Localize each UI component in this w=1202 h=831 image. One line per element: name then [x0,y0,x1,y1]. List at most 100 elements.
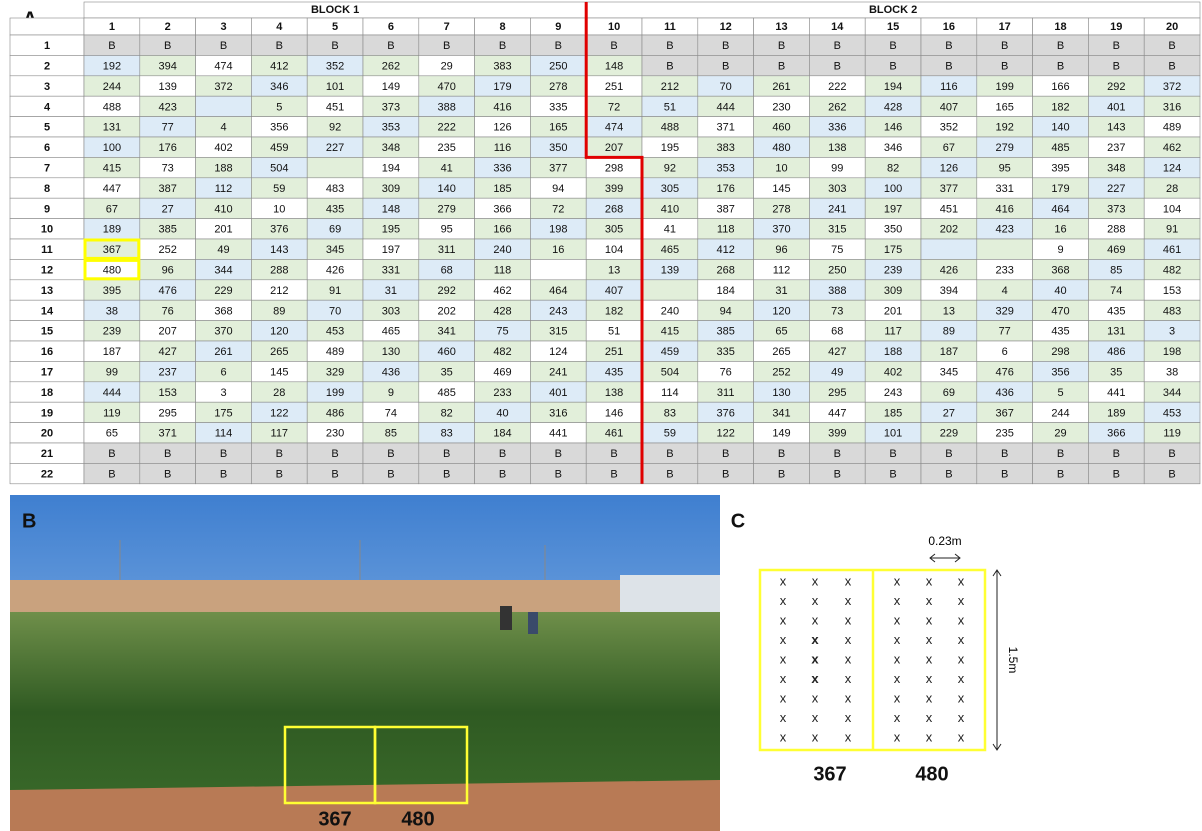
plant-mark: x [958,632,965,647]
cell-value: 353 [717,163,735,175]
cell-value: 3 [1169,326,1175,338]
cell-value: 185 [884,407,902,419]
cell-value: B [889,61,896,73]
cell-value: 10 [273,203,285,215]
cell-value: 470 [438,81,456,93]
cell-value: 4 [220,122,226,134]
cell-value: 444 [103,387,121,399]
cell-value: 394 [940,285,958,297]
cell-value: 29 [1054,428,1066,440]
cell-value: 279 [996,142,1014,154]
cell-value: 444 [717,101,735,113]
row-header: 11 [41,244,53,256]
cell-value: 16 [1054,224,1066,236]
cell-value: 68 [831,326,843,338]
column-header: 18 [1054,21,1066,33]
cell-value: 149 [382,81,400,93]
cell-value: 179 [1051,183,1069,195]
cell-value: 486 [326,407,344,419]
plant-mark: x [894,710,901,725]
cell-value: 5 [276,101,282,113]
cell-value: B [889,448,896,460]
row-header: 2 [44,61,50,73]
cell-value: 504 [270,163,288,175]
cell-value: 59 [273,183,285,195]
cell-value: 175 [214,407,232,419]
cell-value: 68 [441,265,453,277]
plant-mark: x [812,690,819,705]
cell-value: 235 [438,142,456,154]
plant-mark: x [894,632,901,647]
cell-value: B [666,448,673,460]
cell-value: 243 [884,387,902,399]
table-cell [306,157,364,179]
cell-value: B [1168,448,1175,460]
cell-value: 69 [329,224,341,236]
cell-value: 385 [717,326,735,338]
row-header: 17 [41,367,53,379]
cell-value: B [555,40,562,52]
cell-value: 31 [385,285,397,297]
plant-mark: x [812,573,819,588]
cell-value: 195 [661,142,679,154]
cell-value: 441 [1107,387,1125,399]
cell-value: 138 [605,387,623,399]
cell-value: B [722,40,729,52]
row-header: 21 [41,448,53,460]
cell-value: 101 [884,428,902,440]
plot-label: 367 [813,763,846,785]
plant-mark: x [926,671,933,686]
cell-value: 435 [605,367,623,379]
cell-value: B [443,469,450,481]
row-header: 4 [44,101,51,113]
highlight-box [83,258,141,281]
cell-value: 453 [326,326,344,338]
cell-value: B [1113,448,1120,460]
cell-value: B [499,448,506,460]
cell-value: 469 [1107,244,1125,256]
cell-value: B [1113,61,1120,73]
cell-value: 83 [441,428,453,440]
cell-value: 346 [884,142,902,154]
cell-value: 126 [493,122,511,134]
cell-value: 131 [1107,326,1125,338]
cell-value: 114 [661,387,679,399]
plant-mark: x [812,710,819,725]
cell-value: 348 [382,142,400,154]
cell-value: 153 [1163,285,1181,297]
plant-mark: x [894,729,901,744]
cell-value: 459 [270,142,288,154]
cell-value: 112 [215,183,233,195]
cell-value: 453 [1163,407,1181,419]
cell-value: 146 [605,407,623,419]
cell-value: B [1113,40,1120,52]
table-cell [976,238,1033,260]
cell-value: 395 [103,285,121,297]
plant-mark: x [780,651,787,666]
cell-value: 427 [159,346,177,358]
cell-value: 447 [828,407,846,419]
cell-value: 464 [549,285,567,297]
cell-value: 229 [940,428,958,440]
cell-value: 202 [940,224,958,236]
cell-value: B [889,40,896,52]
cell-value: 28 [1166,183,1178,195]
cell-value: 240 [661,305,679,317]
cell-value: 480 [772,142,790,154]
cell-value: 120 [772,305,790,317]
cell-value: 9 [1057,244,1063,256]
cell-value: 116 [494,142,512,154]
cell-value: 261 [214,346,232,358]
cell-value: 331 [382,265,400,277]
block-header: BLOCK 1 [311,4,359,16]
cell-value: 402 [214,142,232,154]
plant-mark: x [894,671,901,686]
cell-value: 27 [162,203,174,215]
cell-value: 344 [1163,387,1181,399]
cell-value: B [108,469,115,481]
cell-value: B [108,40,115,52]
plant-mark: x [958,573,965,588]
panel-label: B [22,510,36,532]
row-header: 20 [41,428,53,440]
cell-value: 483 [326,183,344,195]
